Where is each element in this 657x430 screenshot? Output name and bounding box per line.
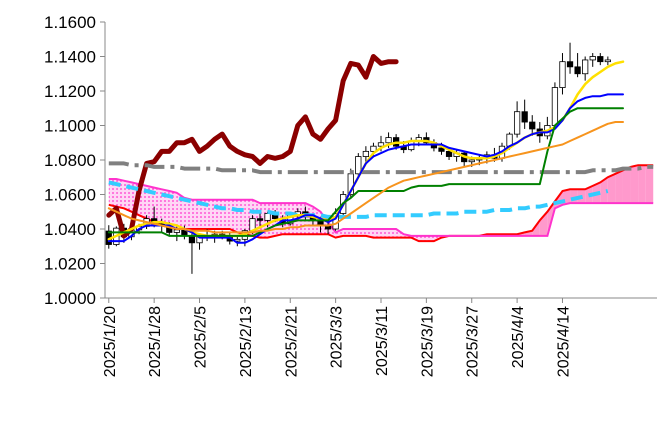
cloud-segment — [539, 211, 548, 236]
cloud-segment — [343, 229, 351, 236]
cloud-segment — [176, 192, 185, 229]
x-tick-label: 2025/3/19 — [419, 306, 436, 377]
x-tick-labels: 2025/1/20 2025/1/28 2025/2/5 2025/2/13 2025/… — [102, 298, 572, 377]
cloud-segment — [630, 165, 639, 204]
candle-body — [589, 56, 596, 61]
candle-body — [438, 147, 445, 152]
candle-body — [604, 59, 611, 63]
candle-body — [188, 235, 196, 244]
cloud-segment — [222, 199, 230, 229]
x-tick-label: 2025/4/14 — [555, 306, 572, 377]
series-line-blue — [107, 93, 624, 244]
candle-body — [582, 59, 589, 75]
y-tick-labels: 1.0000 1.0200 1.0400 1.0600 1.0800 1.1000 1.12… — [44, 13, 105, 308]
x-tick-label: 2025/3/11 — [374, 306, 391, 376]
cloud-segment — [154, 187, 162, 226]
x-tick-label: 2025/4/4 — [510, 306, 527, 368]
cloud-segment — [388, 229, 397, 238]
candle-body — [529, 121, 536, 130]
x-tick-label: 2025/2/5 — [193, 306, 210, 368]
cloud-segment — [108, 178, 117, 207]
y-tick-label: 1.0400 — [44, 220, 96, 239]
cloud-segment — [350, 229, 359, 236]
cloud-segment — [207, 199, 215, 229]
cloud-segment — [607, 173, 616, 204]
series-line-green — [107, 107, 624, 237]
leading-span-a-line — [108, 164, 654, 243]
y-tick-label: 1.1600 — [44, 13, 96, 32]
candle-body — [377, 142, 385, 147]
cloud-segment — [229, 199, 238, 233]
candle-body — [559, 61, 566, 88]
cloud-segment — [645, 165, 654, 204]
y-tick-label: 1.0800 — [44, 151, 96, 170]
cloud-segment — [373, 229, 381, 238]
leading-span-b-line — [108, 178, 654, 237]
cloud-segment — [426, 235, 434, 242]
candle-body — [574, 66, 581, 75]
x-tick-label: 2025/1/20 — [102, 306, 119, 377]
cloud-segment — [381, 229, 389, 238]
cloud-segment — [358, 229, 366, 236]
series-line-gray_dashdot — [108, 161, 654, 175]
cloud-segment — [191, 199, 200, 229]
cloud-segment — [214, 199, 223, 229]
cloud-segment — [600, 177, 608, 204]
y-tick-label: 1.0200 — [44, 255, 96, 274]
cloud-segment — [199, 199, 208, 229]
cloud-segment — [146, 185, 155, 223]
y-tick-label: 1.0000 — [44, 289, 96, 308]
series-line-dark_red — [106, 54, 399, 239]
series-line-cyan_dash — [108, 180, 609, 219]
candlesticks — [105, 42, 611, 274]
candle-body — [551, 87, 559, 126]
series-line-orange — [107, 121, 624, 234]
cloud-segment — [184, 197, 192, 229]
x-tick-label: 2025/1/28 — [147, 306, 164, 377]
cloud-segment — [237, 199, 245, 235]
y-tick-label: 1.1000 — [44, 117, 96, 136]
indicator-lines — [106, 54, 654, 244]
candle-body — [362, 150, 369, 157]
candle-body — [173, 229, 180, 233]
x-tick-label: 2025/3/27 — [465, 306, 482, 377]
cloud-segment — [418, 235, 427, 242]
cloud-segment — [622, 166, 631, 204]
candle-body — [445, 150, 453, 157]
candle-body — [521, 111, 528, 123]
x-tick-label: 2025/3/3 — [329, 306, 346, 368]
cloud-segment — [169, 191, 177, 229]
y-tick-label: 1.0600 — [44, 186, 96, 205]
cloud-segment — [615, 170, 623, 204]
y-tick-label: 1.1400 — [44, 48, 96, 67]
candle-body — [370, 145, 377, 152]
x-tick-label: 2025/2/21 — [283, 306, 300, 377]
candle-body — [256, 218, 264, 221]
x-tick-label: 2025/2/13 — [238, 306, 255, 377]
candle-body — [468, 159, 475, 163]
candle-body — [566, 61, 574, 68]
candle-body — [597, 56, 604, 63]
candle-body — [513, 111, 521, 135]
cloud-segment — [638, 165, 646, 204]
candle-body — [264, 213, 271, 221]
candle-body — [355, 156, 362, 175]
cloud-segment — [161, 189, 170, 228]
candle-body — [385, 137, 392, 144]
y-tick-label: 1.1200 — [44, 82, 96, 101]
